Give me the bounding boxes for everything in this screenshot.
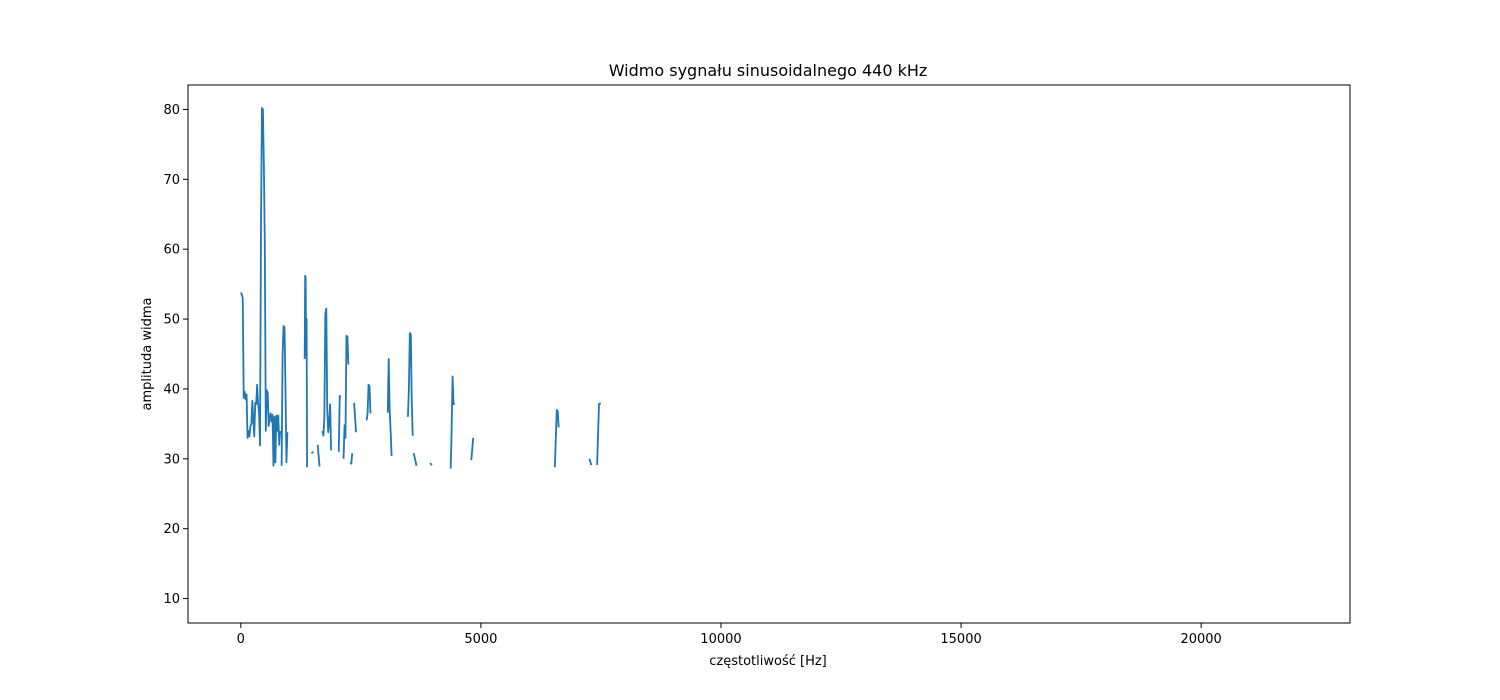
spectrum-line-segment [316,444,321,467]
spectrum-line-segment [470,437,475,461]
x-tick-label: 0 [237,632,245,647]
spectrum-line-segment [588,458,593,466]
spectrum-line-segment [553,409,560,468]
y-tick-label: 50 [163,313,180,328]
spectrum-line-segment [449,375,456,469]
x-tick-label: 15000 [940,632,981,647]
y-tick-label: 70 [163,173,180,188]
spectrum-line-segment [310,451,314,454]
y-axis-label: amplituda widma [140,298,155,411]
x-tick-label: 5000 [464,632,497,647]
y-tick-label: 20 [163,522,180,537]
spectrum-line-segment [349,453,354,465]
spectrum-line-segment [365,383,372,421]
spectrum-line-segment [386,357,393,457]
x-tick-label: 20000 [1180,632,1221,647]
spectrum-line-segment [321,307,332,451]
spectrum-line-segment [240,107,282,467]
spectrum-line-segment [337,395,342,452]
spectrum-line-segment [353,402,357,433]
spectrum-line-segment [407,332,414,436]
y-tick-label: 40 [163,382,180,397]
y-tick-label: 80 [163,103,180,118]
y-axis: 10 20 30 40 50 60 70 80 [163,103,188,607]
spectrum-line-segment [596,402,601,466]
y-tick-label: 30 [163,452,180,467]
spectrum-line-segment [342,334,350,459]
spectrum-line-segment [303,274,308,468]
spectrum-line-segment [412,453,418,466]
x-axis-label: częstotliwość [Hz] [709,654,827,669]
spectrum-line-segment [280,325,289,466]
y-tick-label: 10 [163,592,180,607]
plot-area [240,107,601,469]
series-line-group [240,107,601,469]
y-tick-label: 60 [163,243,180,258]
x-tick-label: 10000 [700,632,741,647]
plot-frame [187,84,1351,624]
x-axis: 0 5000 10000 15000 20000 [237,623,1222,647]
spectrum-line-segment [429,462,433,466]
chart-title: Widmo sygnału sinusoidalnego 440 kHz [609,61,928,80]
